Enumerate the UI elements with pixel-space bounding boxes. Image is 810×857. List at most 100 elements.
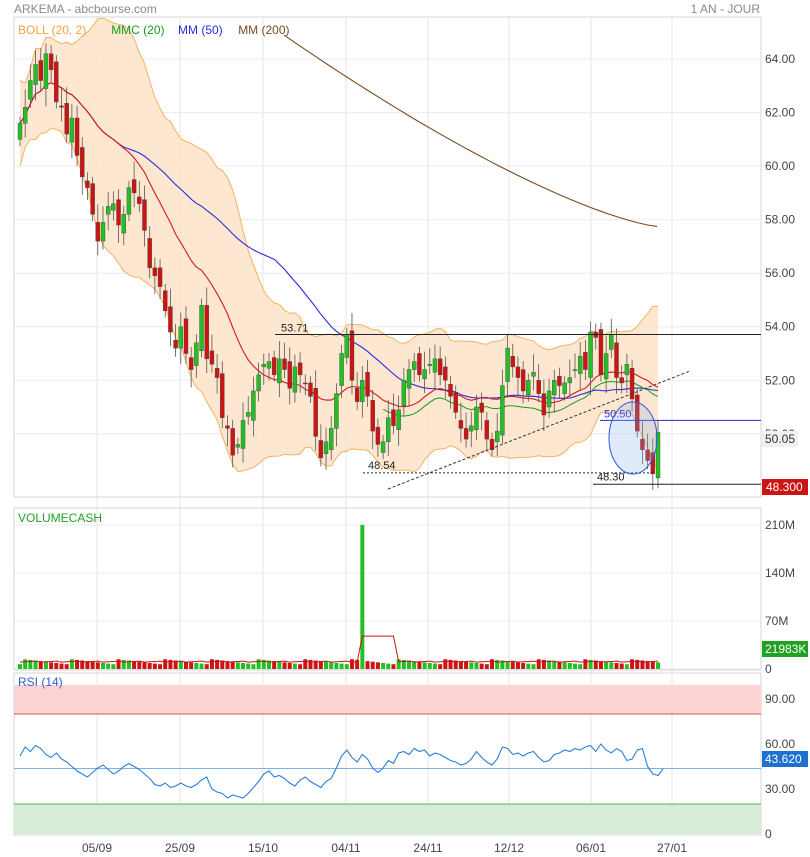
volume-bar (303, 659, 308, 669)
candle-body (313, 388, 318, 437)
candle-body (209, 350, 215, 365)
candle-body (484, 420, 490, 440)
volume-bar (583, 659, 588, 669)
volume-bar (598, 661, 603, 669)
volume-bar (38, 661, 43, 669)
volume-bar (324, 661, 329, 669)
x-tick-label: 06/01 (576, 841, 606, 855)
volume-bar (126, 660, 131, 669)
rsi-y-tick: 0 (765, 827, 772, 841)
candle-body (349, 330, 355, 381)
volume-bar (614, 662, 619, 669)
volume-bar (95, 662, 100, 669)
candle-body (152, 267, 158, 277)
candle-body (230, 428, 235, 456)
volume-bar (100, 662, 105, 669)
candle-body (640, 438, 645, 451)
candle-body (520, 369, 526, 392)
volume-bar (215, 659, 220, 669)
candle-body (90, 183, 95, 215)
volume-bar (432, 663, 437, 669)
candle-body (329, 428, 334, 451)
volume-bar (448, 659, 453, 669)
volume-bar (645, 661, 650, 669)
volume-bar (427, 662, 432, 669)
mm20-red-line (19, 82, 659, 408)
volume-bar (329, 662, 334, 669)
candle-body (48, 53, 54, 71)
volume-y-tick: 140M (765, 566, 795, 580)
volume-bar (266, 660, 271, 669)
highlight-ellipse (608, 401, 658, 475)
volume-bar (28, 659, 33, 669)
candle-body (85, 180, 90, 188)
volume-bar (313, 660, 318, 669)
volume-bar (604, 661, 609, 669)
candle-body (137, 196, 142, 204)
rsi-oversold-zone (14, 804, 761, 834)
volume-bar (531, 664, 536, 669)
volume-bar (246, 663, 251, 669)
blue-level-label: 50.50 (604, 408, 632, 420)
price-y-tick: 52.00 (765, 373, 795, 387)
volume-bar (85, 661, 90, 669)
legend-item: MM (200) (238, 23, 289, 37)
candle-body (645, 449, 650, 461)
candle-body (297, 362, 303, 376)
volume-bar (209, 659, 214, 669)
candle-body (178, 326, 183, 349)
candle-body (417, 353, 422, 376)
candle-body (266, 361, 272, 369)
candle-body (22, 107, 28, 124)
volume-bar (541, 659, 546, 669)
candle-body (458, 420, 464, 429)
volume-y-tick: 210M (765, 518, 795, 532)
candle-body (422, 369, 427, 380)
candle-body (271, 357, 277, 376)
candle-body (173, 339, 178, 349)
low-level-label: 48.30 (597, 471, 625, 483)
volume-bar (168, 659, 173, 669)
volume-bar (521, 662, 526, 669)
volume-bar (137, 661, 142, 669)
candle-body (225, 425, 230, 429)
volume-bar (287, 662, 292, 669)
volume-bar (391, 664, 396, 669)
candle-body (588, 331, 593, 378)
candle-body (406, 369, 412, 389)
candle-body (463, 428, 469, 440)
candle-body (323, 441, 329, 455)
volume-bar (650, 661, 655, 669)
volume-bar (635, 659, 640, 669)
volume-bar (111, 664, 116, 669)
volume-bar (412, 661, 417, 669)
volume-bar (189, 662, 194, 669)
volume-bar (578, 664, 583, 669)
volume-bar (505, 661, 510, 669)
candle-body (105, 206, 111, 215)
candle-body (453, 392, 458, 413)
volume-bar (251, 664, 256, 669)
candle-body (375, 426, 381, 445)
volume-bar (147, 662, 152, 669)
candle-body (474, 406, 479, 430)
volume-bar (453, 660, 458, 669)
volume-tag-bg (762, 641, 808, 657)
volume-panel (13, 507, 762, 671)
volume-bar (355, 659, 360, 669)
candle-body (546, 390, 552, 408)
x-tick-label: 04/11 (331, 841, 360, 855)
candle-body (469, 425, 474, 432)
price-y-tick: 56.00 (765, 266, 795, 280)
candle-body (157, 267, 163, 287)
candle-body (624, 364, 630, 376)
volume-bar (417, 661, 422, 669)
volume-bar (640, 660, 645, 669)
candle-body (100, 222, 106, 242)
legend-item: BOLL (20, 2) (18, 23, 86, 37)
volume-bar (547, 660, 552, 669)
volume-bar (33, 660, 38, 669)
period-label[interactable]: 1 AN - JOUR (690, 2, 760, 16)
volume-bar (277, 661, 282, 669)
volume-bar (500, 660, 505, 669)
